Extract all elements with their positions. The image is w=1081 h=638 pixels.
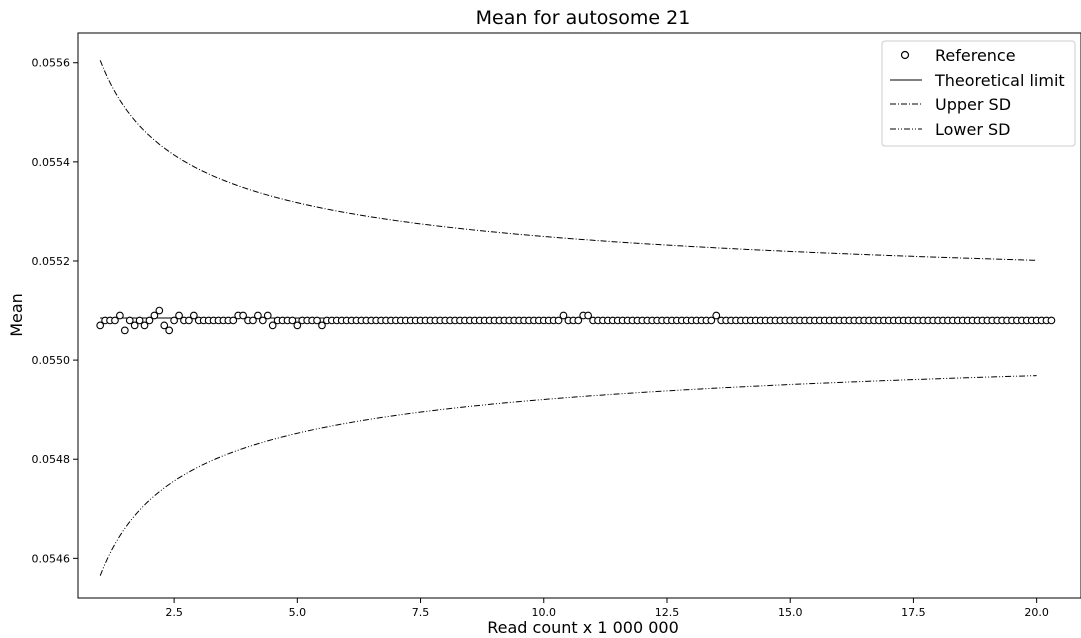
reference-point [111,316,119,325]
y-axis: 0.0546 0.0548 0.0550 0.0552 0.0554 0.0556 [32,57,78,565]
legend-label-reference: Reference [935,46,1016,65]
reference-point [96,321,105,330]
reference-point [145,316,154,325]
x-tick-label: 5.0 [289,606,307,619]
reference-point [116,311,124,320]
x-axis: 2.5 5.0 7.5 10.0 12.5 15.0 17.5 20.0 [165,598,1049,619]
series-lower-sd [99,375,1037,576]
x-tick-label: 7.5 [412,606,430,619]
reference-point [130,321,139,330]
legend-marker-reference [900,50,910,60]
reference-point [125,316,134,325]
reference-point [165,326,174,335]
x-tick-label: 12.5 [655,606,680,619]
reference-point [175,311,183,320]
reference-point [268,321,277,330]
y-tick-label: 0.0556 [32,57,71,70]
reference-point [584,311,592,320]
x-tick-label: 2.5 [165,606,183,619]
reference-point [229,316,238,325]
x-tick-label: 10.0 [532,606,557,619]
reference-point [189,311,198,320]
y-tick-label: 0.0546 [32,552,71,565]
legend: Reference Theoretical limit Upper SD Low… [881,40,1076,147]
reference-point [288,316,297,325]
reference-point [135,316,144,325]
reference-point [293,321,302,330]
y-tick-label: 0.0550 [32,354,71,367]
reference-point [712,311,721,320]
reference-point [160,321,169,330]
reference-point [559,311,568,320]
legend-label-theoretical-limit: Theoretical limit [934,71,1065,90]
x-tick-label: 17.5 [901,606,926,619]
legend-label-upper-sd: Upper SD [935,95,1011,114]
reference-point [258,316,267,325]
reference-point [1047,316,1056,325]
chart-title: Mean for autosome 21 [476,7,691,29]
reference-point [170,316,178,325]
reference-point [155,306,164,315]
reference-point [263,311,272,320]
reference-point [707,316,716,325]
series-reference [96,306,1056,335]
series-upper-sd [99,60,1037,261]
y-tick-label: 0.0554 [32,156,71,169]
x-tick-label: 15.0 [778,606,803,619]
y-tick-label: 0.0548 [32,453,71,466]
y-axis-label: Mean [7,293,26,337]
reference-point [249,316,257,325]
x-axis-label: Read count x 1 000 000 [487,618,679,637]
reference-point [554,316,563,325]
reference-point [313,316,321,325]
reference-point [120,326,129,335]
reference-point [150,311,159,320]
legend-box [881,40,1076,147]
x-tick-label: 20.0 [1024,606,1049,619]
reference-point [574,316,583,325]
reference-point [239,311,247,320]
plot-area [96,60,1056,576]
reference-point [185,316,193,325]
reference-point [140,321,149,330]
legend-label-lower-sd: Lower SD [935,120,1011,139]
y-tick-label: 0.0552 [32,255,71,268]
reference-point [318,321,326,330]
plot-frame [77,32,1081,599]
reference-point [254,311,262,320]
